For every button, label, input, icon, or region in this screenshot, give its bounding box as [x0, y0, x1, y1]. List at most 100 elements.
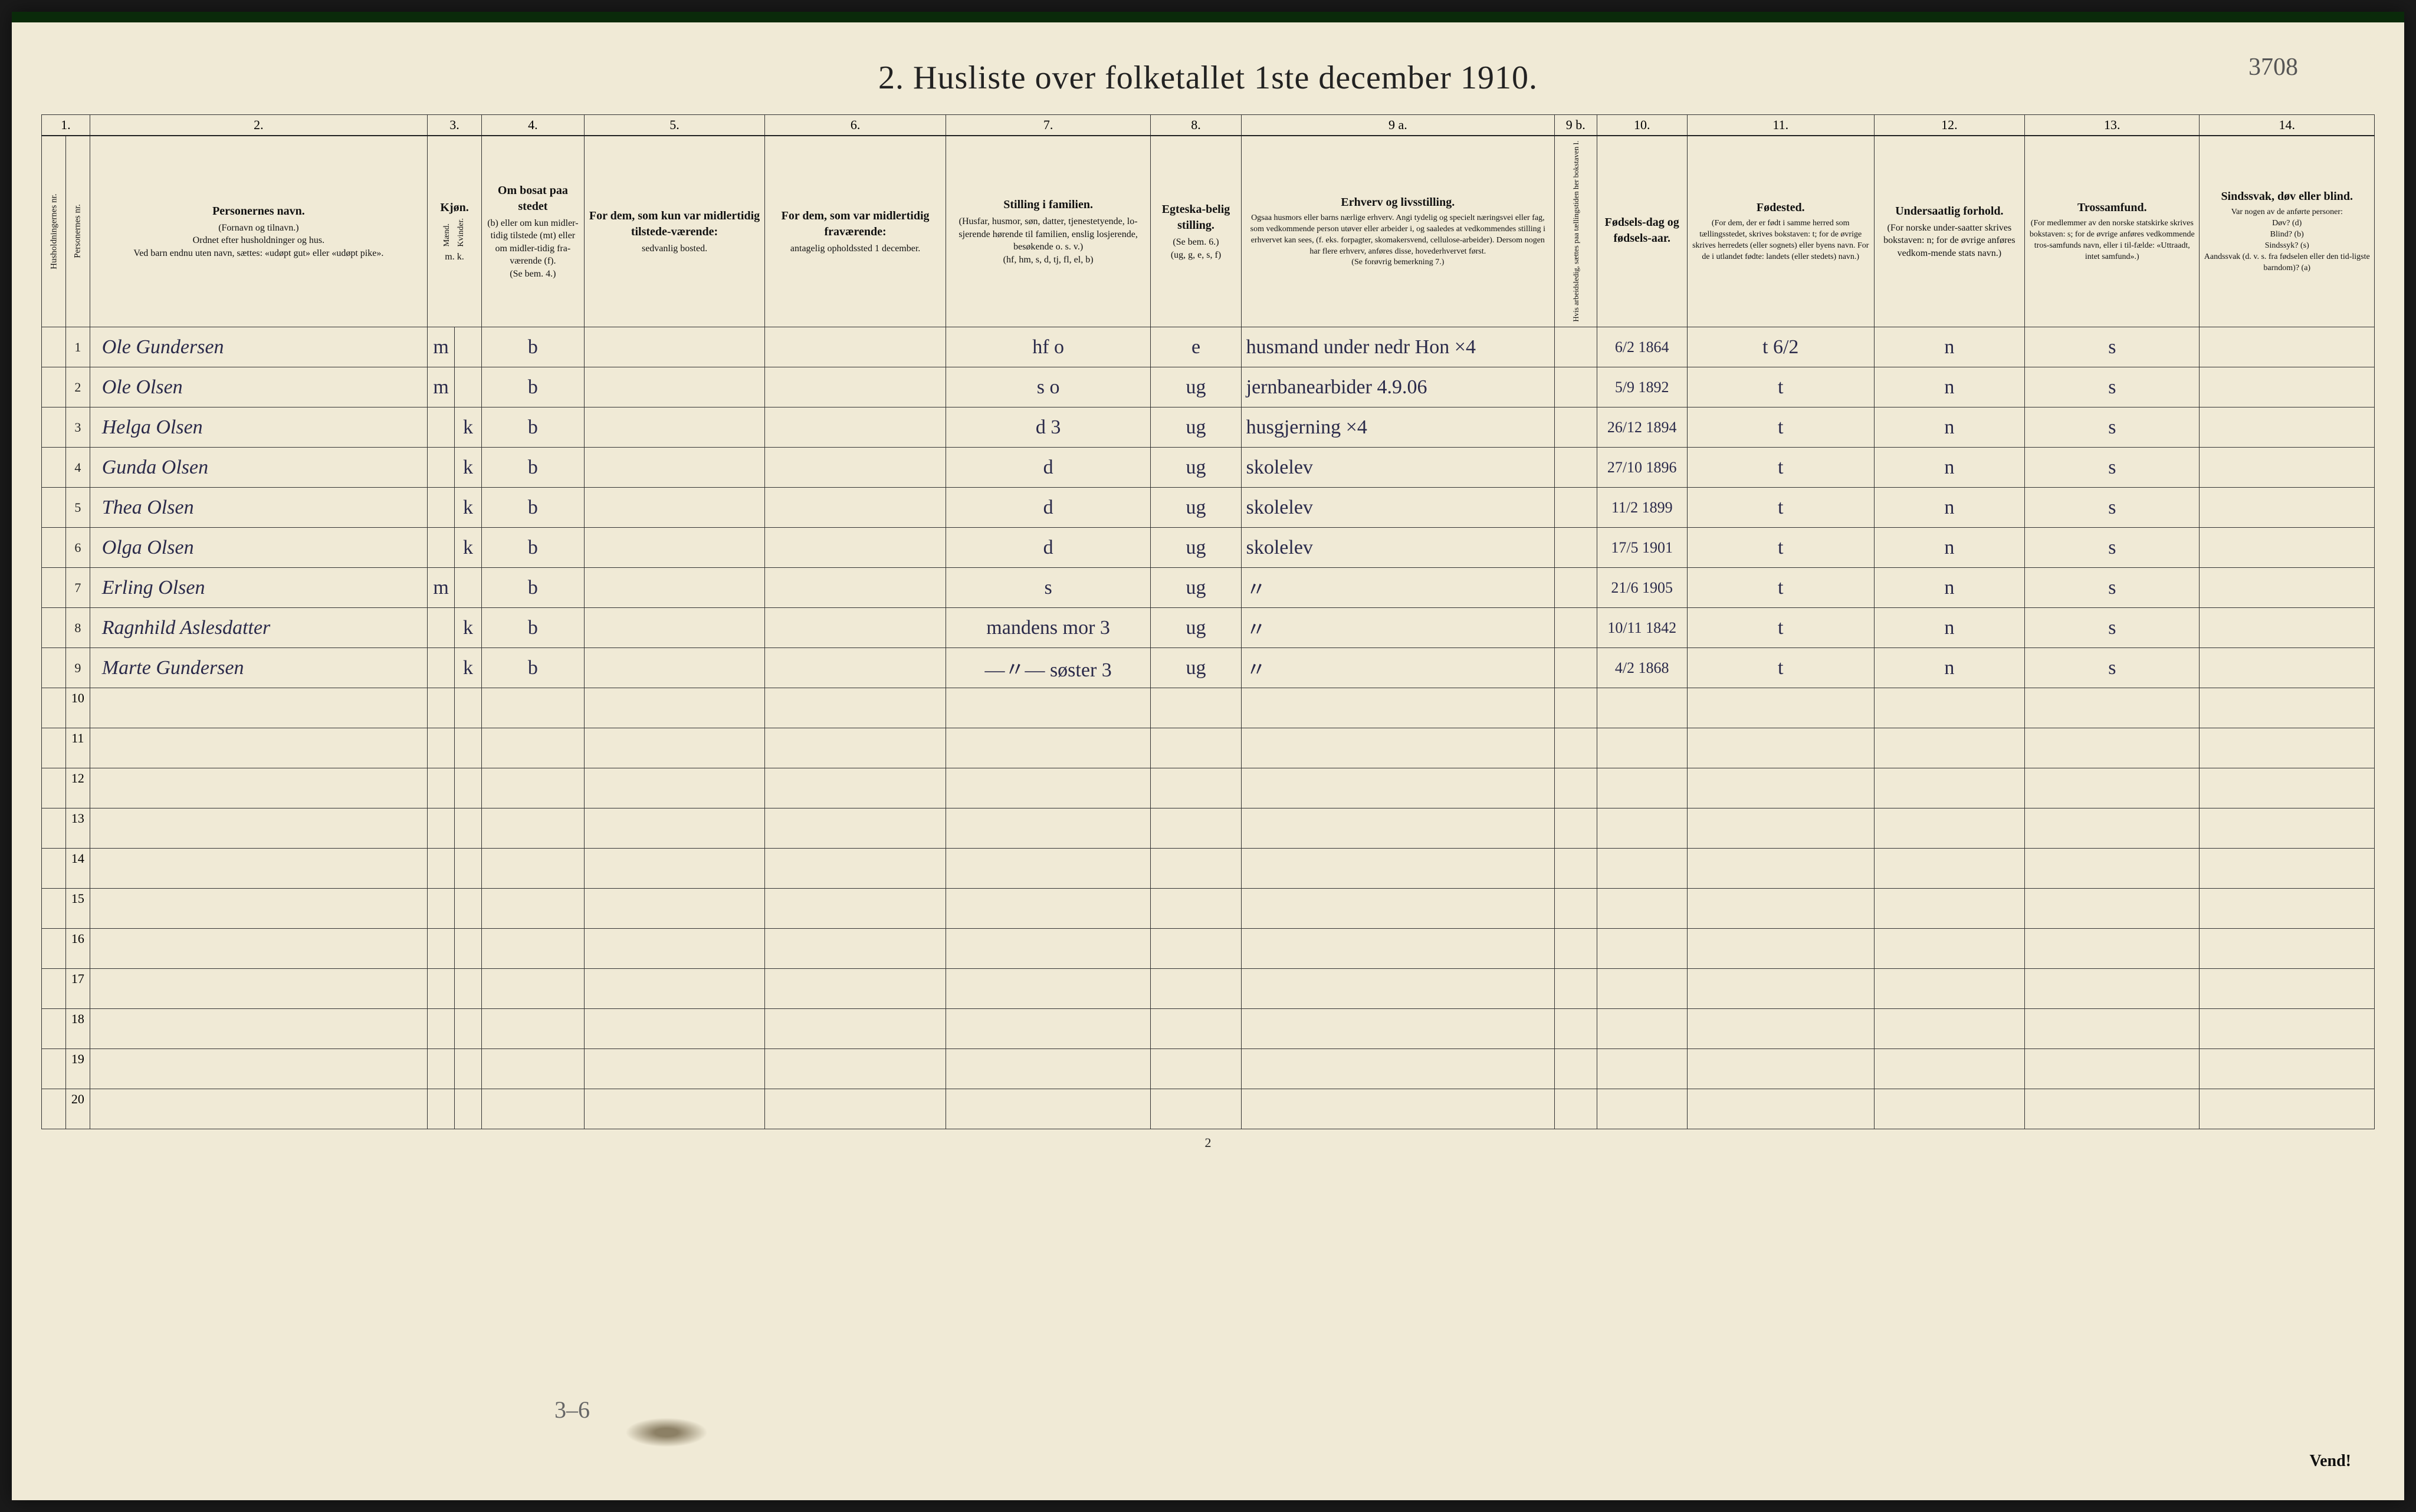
table-row: 8Ragnhild Aslesdatterkbmandens mor 3ug〃1… — [42, 608, 2375, 648]
person-no: 3 — [65, 407, 90, 448]
colnum-10: 10. — [1597, 115, 1687, 136]
religion: s — [2025, 407, 2200, 448]
table-row-empty: 17 — [42, 969, 2375, 1009]
hdr-birthplace: Fødested. (For dem, der er født i samme … — [1687, 136, 1874, 327]
marital: ug — [1151, 528, 1241, 568]
table-row-empty: 18 — [42, 1009, 2375, 1049]
temp-present — [584, 648, 765, 688]
occupation: jernbanearbider 4.9.06 — [1241, 367, 1554, 407]
household-no — [42, 648, 66, 688]
birthplace: t — [1687, 568, 1874, 608]
person-name: Ole Gundersen — [90, 327, 427, 367]
empty-cell — [1151, 929, 1241, 969]
colnum-12: 12. — [1874, 115, 2024, 136]
empty-cell — [1597, 768, 1687, 808]
hdr-occupation: Erhverv og livsstilling. Ogsaa husmors e… — [1241, 136, 1554, 327]
sex-m: m — [428, 327, 455, 367]
nationality: n — [1874, 528, 2024, 568]
family-pos: d — [946, 448, 1150, 488]
person-no: 1 — [65, 327, 90, 367]
empty-cell — [765, 1049, 946, 1089]
household-no — [42, 327, 66, 367]
empty-cell — [1597, 688, 1687, 728]
temp-present — [584, 327, 765, 367]
table-row-empty: 14 — [42, 849, 2375, 889]
family-pos: —〃— søster 3 — [946, 648, 1150, 688]
empty-cell — [90, 849, 427, 889]
empty-cell — [1555, 728, 1597, 768]
empty-cell — [946, 969, 1150, 1009]
empty-cell — [765, 929, 946, 969]
birthdate: 11/2 1899 — [1597, 488, 1687, 528]
marital: ug — [1151, 608, 1241, 648]
person-no: 15 — [65, 889, 90, 929]
empty-cell — [1555, 768, 1597, 808]
empty-cell — [455, 1049, 482, 1089]
temp-present — [584, 367, 765, 407]
empty-cell — [1874, 768, 2024, 808]
family-pos: d 3 — [946, 407, 1150, 448]
empty-cell — [946, 1049, 1150, 1089]
hdr-unemployed: Hvis arbeidsledig, sættes paa tællingsti… — [1555, 136, 1597, 327]
birthdate: 26/12 1894 — [1597, 407, 1687, 448]
empty-cell — [1555, 1049, 1597, 1089]
empty-cell — [946, 808, 1150, 849]
empty-cell — [90, 1049, 427, 1089]
person-no: 11 — [65, 728, 90, 768]
empty-cell — [428, 1089, 455, 1129]
sex-k: k — [455, 407, 482, 448]
disability — [2200, 568, 2375, 608]
disability — [2200, 448, 2375, 488]
table-row: 5Thea Olsenkbdugskolelev11/2 1899tns — [42, 488, 2375, 528]
empty-cell — [946, 929, 1150, 969]
religion: s — [2025, 367, 2200, 407]
family-pos: d — [946, 528, 1150, 568]
hdr-residence: Om bosat paa stedet (b) eller om kun mid… — [482, 136, 585, 327]
table-row: 1Ole Gundersenmbhf oehusmand under nedr … — [42, 327, 2375, 367]
empty-cell — [1597, 849, 1687, 889]
person-no: 10 — [65, 688, 90, 728]
header-row: Husholdningernes nr. Personernes nr. Per… — [42, 136, 2375, 327]
empty-cell — [1241, 1089, 1554, 1129]
person-no: 17 — [65, 969, 90, 1009]
empty-cell — [455, 929, 482, 969]
empty-cell — [428, 808, 455, 849]
empty-cell — [584, 1049, 765, 1089]
empty-cell — [765, 1089, 946, 1129]
empty-cell — [1874, 1089, 2024, 1129]
person-no: 8 — [65, 608, 90, 648]
table-row: 2Ole Olsenmbs ougjernbanearbider 4.9.065… — [42, 367, 2375, 407]
empty-cell — [482, 1009, 585, 1049]
empty-cell — [946, 768, 1150, 808]
annotation-bottom: 3–6 — [554, 1396, 590, 1424]
occupation: skolelev — [1241, 448, 1554, 488]
empty-cell — [1597, 889, 1687, 929]
disability — [2200, 367, 2375, 407]
empty-cell — [946, 849, 1150, 889]
hdr-temp-present: For dem, som kun var midlertidig tilsted… — [584, 136, 765, 327]
empty-cell — [1687, 969, 1874, 1009]
household-no — [42, 488, 66, 528]
empty-cell — [1555, 849, 1597, 889]
person-no: 19 — [65, 1049, 90, 1089]
disability — [2200, 608, 2375, 648]
nationality: n — [1874, 448, 2024, 488]
empty-cell — [2025, 768, 2200, 808]
empty-cell — [584, 849, 765, 889]
empty-cell — [1555, 688, 1597, 728]
birthplace: t — [1687, 648, 1874, 688]
census-table: 1. 2. 3. 4. 5. 6. 7. 8. 9 a. 9 b. 10. 11… — [41, 114, 2375, 1129]
empty-cell — [482, 889, 585, 929]
temp-absent — [765, 648, 946, 688]
colnum-9b: 9 b. — [1555, 115, 1597, 136]
table-row-empty: 20 — [42, 1089, 2375, 1129]
birthdate: 10/11 1842 — [1597, 608, 1687, 648]
temp-present — [584, 608, 765, 648]
empty-cell — [584, 929, 765, 969]
sex-k — [455, 367, 482, 407]
birthplace: t 6/2 — [1687, 327, 1874, 367]
colnum-6: 6. — [765, 115, 946, 136]
empty-cell — [1687, 808, 1874, 849]
colnum-1: 1. — [42, 115, 90, 136]
birthdate: 6/2 1864 — [1597, 327, 1687, 367]
